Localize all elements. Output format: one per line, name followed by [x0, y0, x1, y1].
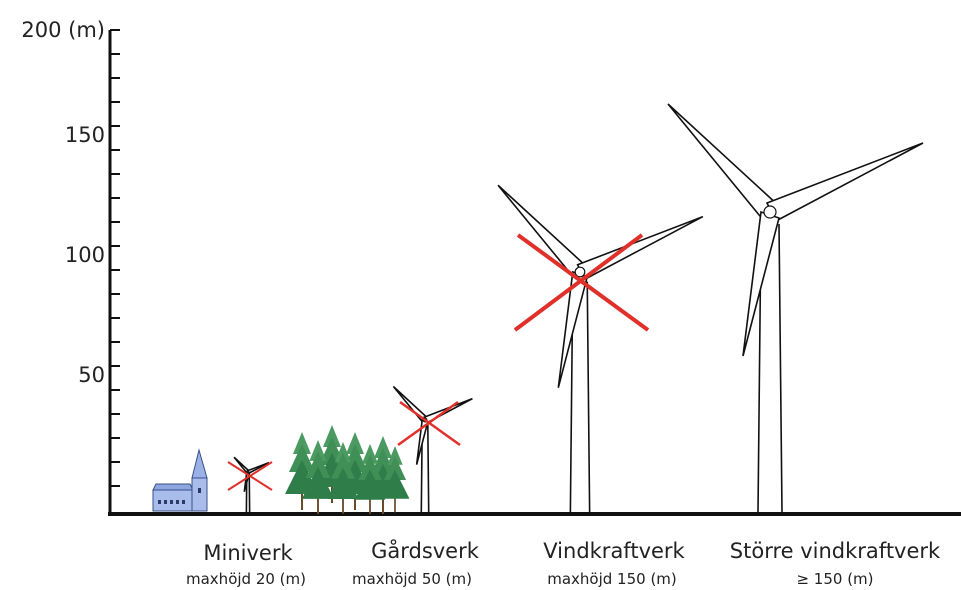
page: {"axis": {"labels": ["50", "100", "150",… [0, 0, 961, 590]
cross [398, 402, 460, 445]
axis [108, 30, 961, 514]
trees [285, 425, 409, 514]
turbine [668, 104, 923, 512]
item-name: Gårdsverk [371, 538, 480, 563]
axis-label: 200 (m) [21, 18, 105, 42]
item-name: Miniverk [203, 541, 293, 565]
item-limit: maxhöjd 50 (m) [352, 570, 472, 588]
item-limit: maxhöjd 150 (m) [547, 570, 677, 588]
item-name: Vindkraftverk [543, 539, 685, 563]
church [153, 450, 207, 511]
item-limit: ≥ 150 (m) [796, 570, 873, 588]
item-name: Större vindkraftverk [730, 539, 941, 563]
item-limit: maxhöjd 20 (m) [186, 570, 306, 588]
axis-label: 50 [78, 363, 105, 387]
axis-label: 150 [65, 123, 105, 147]
diagram: 50 100 150 200 (m) Miniv [0, 0, 961, 590]
turbine [498, 185, 703, 513]
axis-label: 100 [65, 243, 105, 267]
